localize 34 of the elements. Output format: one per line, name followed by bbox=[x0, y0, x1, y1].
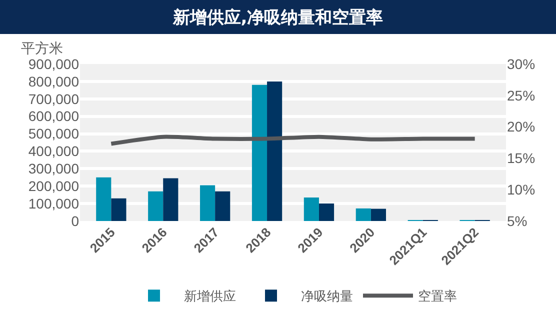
bar bbox=[304, 197, 319, 221]
y2-tick-label: 30% bbox=[507, 56, 536, 72]
y-tick-label: 900,000 bbox=[28, 56, 80, 72]
bar bbox=[215, 191, 230, 221]
bar bbox=[163, 178, 178, 221]
y-tick-label: 200,000 bbox=[28, 178, 80, 194]
y2-tick-label: 15% bbox=[507, 150, 536, 166]
bar bbox=[267, 81, 282, 221]
y-tick-label: 400,000 bbox=[28, 143, 80, 160]
bar bbox=[318, 204, 334, 221]
y-axis-title: 平方米 bbox=[21, 40, 63, 56]
y-tick-label: 0 bbox=[71, 212, 80, 229]
bar bbox=[200, 185, 216, 221]
y2-tick-label: 20% bbox=[507, 118, 536, 135]
legend-label: 空置率 bbox=[418, 288, 457, 304]
y-tick-label: 500,000 bbox=[28, 126, 80, 142]
y-tick-label: 800,000 bbox=[28, 73, 80, 90]
y2-tick-label: 25% bbox=[507, 87, 536, 104]
y-tick-label: 600,000 bbox=[28, 108, 80, 124]
bar bbox=[96, 177, 112, 221]
bar bbox=[356, 208, 371, 221]
bar bbox=[370, 208, 386, 221]
bar bbox=[252, 84, 268, 221]
y-tick-label: 700,000 bbox=[28, 90, 80, 107]
bar bbox=[111, 198, 126, 221]
bar bbox=[148, 191, 164, 221]
y2-tick-label: 5% bbox=[507, 212, 528, 229]
legend-label: 新增供应 bbox=[184, 288, 236, 304]
y2-tick-label: 10% bbox=[507, 182, 536, 198]
chart-title: 新增供应,净吸纳量和空置率 bbox=[0, 0, 556, 34]
legend-label: 净吸纳量 bbox=[301, 288, 353, 304]
y-tick-label: 100,000 bbox=[28, 195, 80, 212]
line-series bbox=[109, 134, 477, 146]
y-tick-label: 300,000 bbox=[28, 160, 80, 177]
